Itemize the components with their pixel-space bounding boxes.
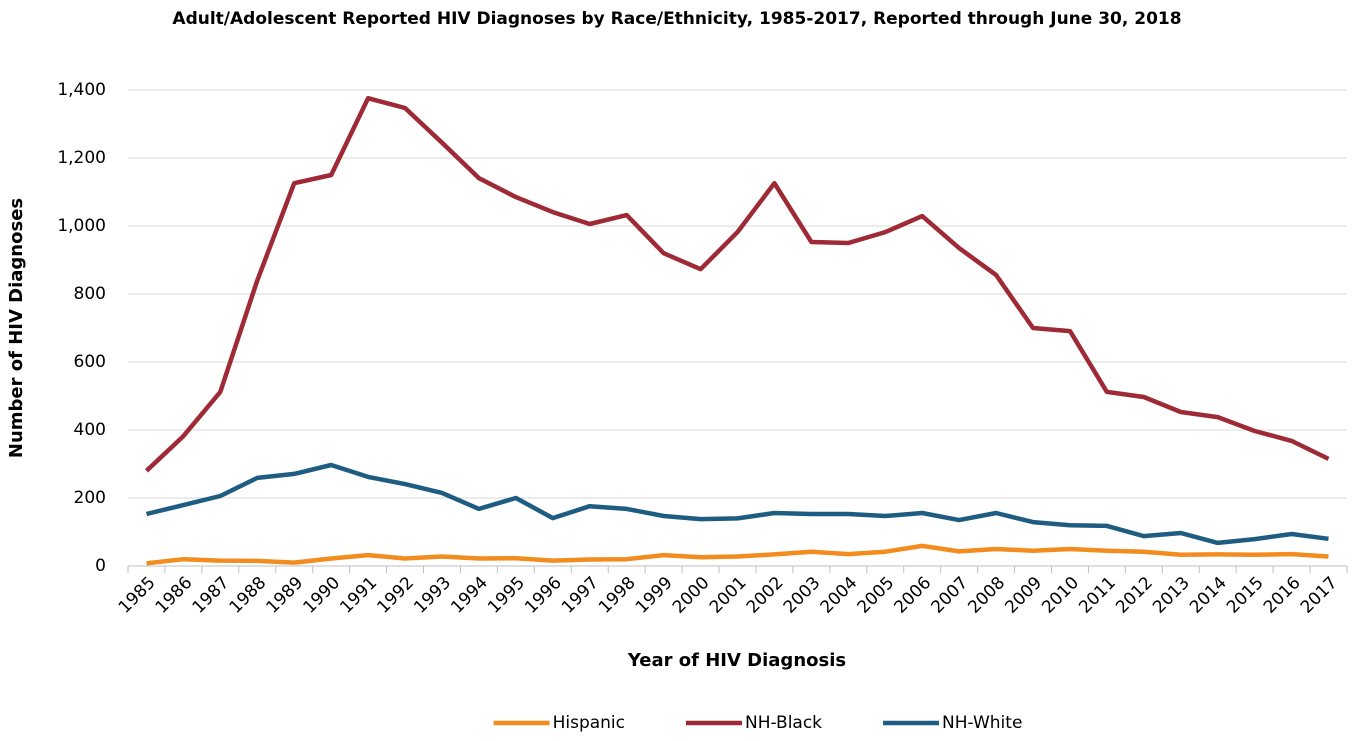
x-tick-label: 2000 [669, 573, 714, 618]
y-axis-title: Number of HIV Diagnoses [6, 198, 27, 458]
x-tick-label: 2009 [1001, 573, 1046, 618]
y-tick-label: 1,000 [57, 216, 106, 236]
x-axis-title: Year of HIV Diagnosis [627, 650, 846, 671]
legend-label: Hispanic [553, 713, 625, 733]
x-tick-label: 2001 [706, 573, 751, 618]
x-tick-label: 2011 [1075, 573, 1120, 618]
x-tick-label: 1989 [263, 573, 308, 618]
y-tick-label: 600 [74, 352, 106, 372]
x-tick-label: 2005 [854, 573, 899, 618]
series-line [146, 543, 1329, 566]
x-tick-label: 2007 [927, 573, 972, 618]
y-tick-label: 0 [95, 556, 106, 576]
x-tick-label: 2017 [1297, 573, 1342, 618]
legend-label: NH-Black [745, 713, 822, 733]
x-tick-label: 1998 [595, 573, 640, 618]
x-tick-label: 2004 [817, 573, 862, 618]
y-tick-label: 200 [74, 488, 106, 508]
x-tick-label: 2014 [1186, 573, 1231, 618]
y-tick-label: 400 [74, 420, 106, 440]
legend-label: NH-White [942, 713, 1022, 733]
x-tick-label: 1992 [373, 573, 418, 618]
y-tick-label: 800 [74, 284, 106, 304]
x-tick-label: 2003 [780, 573, 825, 618]
chart-title: Adult/Adolescent Reported HIV Diagnoses … [172, 9, 1182, 29]
x-tick-label: 1985 [115, 573, 160, 618]
x-tick-label: 1995 [484, 573, 529, 618]
x-tick-label: 2008 [964, 573, 1009, 618]
y-tick-label: 1,200 [57, 148, 106, 168]
x-tick-label: 1986 [152, 573, 197, 618]
x-tick-label: 1988 [226, 573, 271, 618]
x-tick-label: 1990 [300, 573, 345, 618]
x-tick-label: 2002 [743, 573, 788, 618]
y-tick-label: 1,400 [57, 80, 106, 100]
series-line [145, 462, 1329, 546]
x-tick-label: 2010 [1038, 573, 1083, 618]
series-line [144, 95, 1330, 473]
x-tick-label: 2013 [1149, 573, 1194, 618]
x-tick-label: 1994 [447, 573, 492, 618]
x-tick-label: 2006 [891, 573, 936, 618]
x-tick-label: 2015 [1223, 573, 1268, 618]
x-tick-label: 2012 [1112, 573, 1157, 618]
x-tick-label: 1996 [521, 573, 566, 618]
x-tick-label: 1999 [632, 573, 677, 618]
x-tick-label: 1991 [336, 573, 381, 618]
x-tick-label: 2016 [1260, 573, 1305, 618]
x-tick-label: 1993 [410, 573, 455, 618]
x-tick-label: 1997 [558, 573, 603, 618]
x-tick-label: 1987 [189, 573, 234, 618]
